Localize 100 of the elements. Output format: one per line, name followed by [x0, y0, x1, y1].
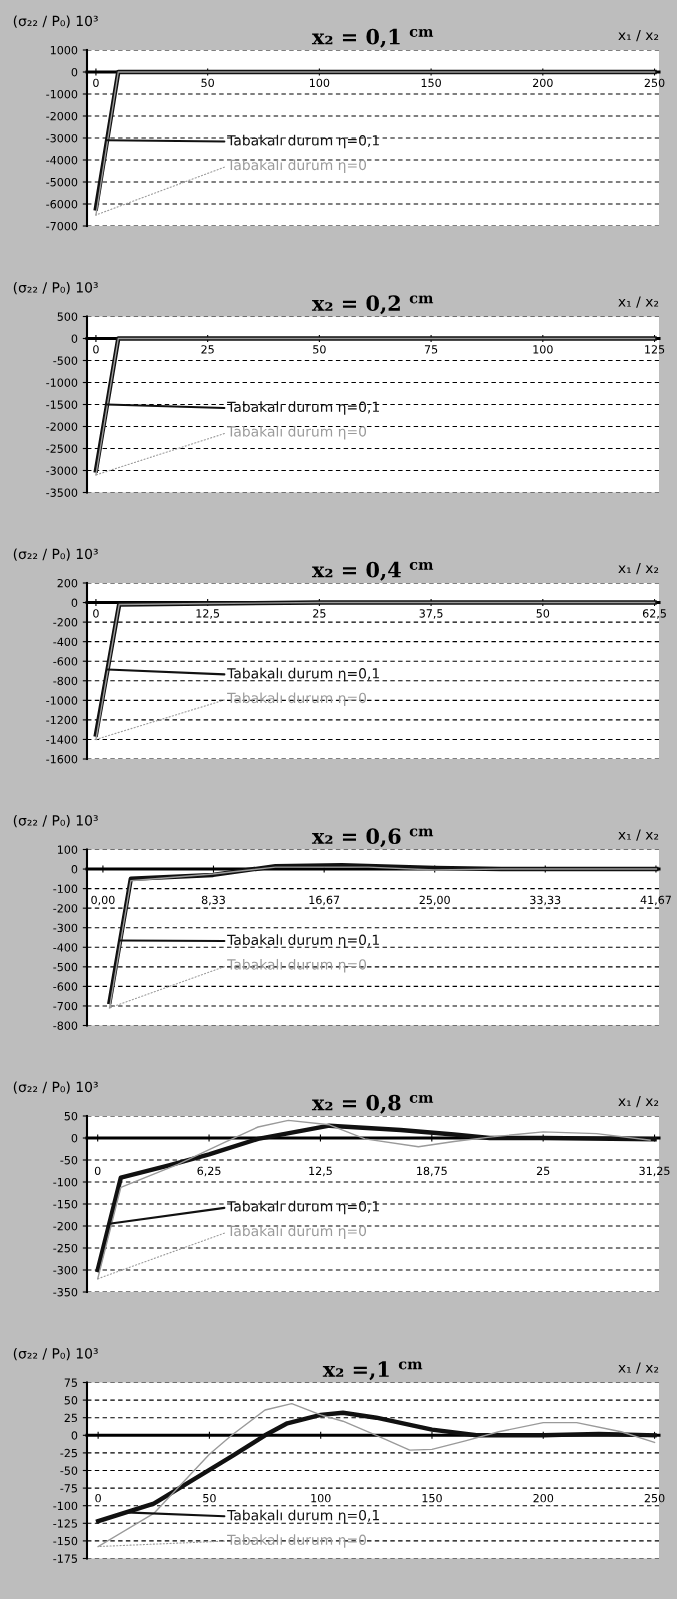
x-tick-label: 62,5	[642, 609, 666, 619]
y-tick-label: -1400	[46, 735, 78, 744]
y-tick-label: -100	[53, 1501, 78, 1511]
y-tick-label: -300	[53, 1265, 78, 1275]
y-axis-title: (σ₂₂ / P₀) 10³	[13, 1347, 98, 1361]
x-tick-label: 50	[536, 609, 550, 618]
text: Tabakalı durum η=0,1	[227, 667, 379, 682]
y-tick-label: -200	[53, 1221, 78, 1231]
x-axis-title: x₁ / x₂	[618, 29, 659, 42]
y-tick-label: -3000	[46, 133, 78, 143]
y-tick-label: -175	[53, 1554, 77, 1563]
x-tick-label: 0	[94, 1166, 101, 1176]
x-tick-label: 25	[313, 609, 326, 618]
y-axis-title: (σ₂₂ / P₀) 10³	[13, 548, 98, 561]
y-tick-label: -700	[53, 1001, 78, 1011]
y-tick-label: -100	[53, 1177, 78, 1187]
y-tick-label: -150	[53, 1199, 78, 1209]
x-tick-label: 0	[93, 345, 99, 354]
x-tick-label: 0	[93, 78, 99, 88]
y-tick-label: -3000	[46, 466, 78, 475]
y-tick-label: -5000	[46, 177, 78, 187]
x-tick-label: 100	[309, 78, 330, 88]
y-tick-label: -1600	[46, 754, 78, 764]
y-tick-label: -2000	[46, 422, 78, 431]
y-tick-label: 50	[64, 1111, 78, 1121]
y-tick-label: -50	[60, 1466, 78, 1475]
x-axis-title: x₁ / x₂	[618, 562, 659, 575]
chart-title: x₂ = 0,8 $^{cm}$	[311, 1094, 434, 1114]
x-tick-label: 50	[203, 1493, 216, 1503]
y-tick-label: 0	[71, 865, 78, 874]
chart-title: x₂ = 0,2 $^{cm}$	[311, 295, 434, 315]
y-tick-label: -500	[53, 356, 78, 365]
y-tick-label: -3500	[46, 488, 78, 497]
x-axis-title: x₁ / x₂	[618, 1095, 659, 1108]
y-tick-label: -250	[53, 1243, 78, 1253]
y-tick-label: 500	[57, 312, 78, 321]
x-tick-label: 31,25	[639, 1166, 670, 1177]
y-tick-label: -500	[53, 962, 78, 972]
y-axis-title: (σ₂₂ / P₀) 10³	[13, 281, 98, 295]
y-tick-label: -1000	[46, 89, 78, 99]
y-tick-label: 75	[64, 1378, 77, 1387]
y-tick-label: -2000	[46, 111, 78, 121]
text: Tabakalı durum η=0,1	[227, 134, 379, 149]
x-tick-label: 200	[533, 1493, 554, 1503]
x-tick-label: 100	[311, 1493, 331, 1503]
x-tick-label: 150	[421, 78, 441, 88]
y-axis-title: (σ₂₂ / P₀) 10³	[13, 814, 98, 828]
text: Tabakalı durum η=0,1	[227, 401, 379, 415]
x-axis-title: x₁ / x₂	[618, 296, 659, 308]
y-tick-label: -4000	[46, 155, 78, 165]
x-tick-label: 250	[644, 1493, 665, 1503]
y-tick-label: -400	[53, 637, 78, 647]
y-tick-label: -350	[53, 1287, 78, 1297]
x-tick-label: 75	[424, 345, 438, 354]
y-tick-label: -600	[53, 657, 78, 666]
x-tick-label: 41,67	[640, 895, 671, 906]
x-tick-label: 25,00	[419, 895, 450, 906]
y-tick-label: 0	[71, 67, 78, 77]
x-tick-label: 200	[533, 78, 553, 88]
y-tick-label: 0	[71, 1431, 78, 1440]
y-tick-label: -800	[53, 676, 78, 686]
x-tick-label: 6,25	[197, 1166, 221, 1177]
y-axis-title: (σ₂₂ / P₀) 10³	[13, 1081, 98, 1094]
y-tick-label: -100	[53, 884, 78, 893]
y-tick-label: 0	[71, 1133, 78, 1143]
x-tick-label: 8,33	[201, 895, 225, 906]
y-tick-label: -1200	[46, 715, 78, 725]
y-tick-label: -125	[53, 1519, 77, 1528]
x-tick-label: 50	[313, 345, 326, 354]
y-tick-label: -600	[53, 982, 78, 991]
y-tick-label: -200	[53, 904, 78, 913]
y-tick-label: -200	[53, 618, 78, 627]
x-tick-label: 12,5	[196, 609, 220, 619]
x-axis-title: x₁ / x₂	[618, 829, 659, 841]
x-tick-label: 18,75	[417, 1166, 447, 1177]
x-tick-label: 16,67	[309, 895, 340, 906]
x-axis-title: x₁ / x₂	[618, 1362, 659, 1374]
x-tick-label: 0	[95, 1493, 101, 1503]
chart-title: x₂ = 0,4 $^{cm}$	[311, 561, 434, 581]
x-tick-label: 250	[644, 78, 665, 88]
y-tick-label: -150	[53, 1536, 78, 1546]
y-tick-label: -6000	[46, 199, 78, 209]
y-tick-label: 50	[64, 1396, 78, 1405]
y-axis-title: (σ₂₂ / P₀) 10³	[13, 15, 98, 28]
x-tick-label: 33,33	[530, 895, 561, 906]
y-tick-label: 0	[71, 598, 78, 607]
x-tick-label: 12,5	[309, 1166, 332, 1177]
y-tick-label: -50	[60, 1155, 78, 1165]
x-tick-label: 150	[422, 1493, 442, 1503]
y-tick-label: -1500	[46, 400, 78, 409]
y-tick-label: 25	[64, 1413, 77, 1423]
y-tick-label: -1000	[46, 378, 78, 387]
x-tick-label: 25	[201, 345, 214, 354]
text: Tabakalı durum η=0,1	[227, 934, 379, 948]
x-tick-label: 0	[93, 609, 99, 618]
text: Tabakalı durum η=0,1	[227, 1509, 379, 1524]
text: Tabakalı durum η=0	[227, 425, 367, 440]
y-tick-label: -25	[60, 1448, 77, 1458]
x-tick-label: 100	[533, 345, 553, 354]
chart-title: x₂ = 0,6 $^{cm}$	[311, 828, 434, 848]
